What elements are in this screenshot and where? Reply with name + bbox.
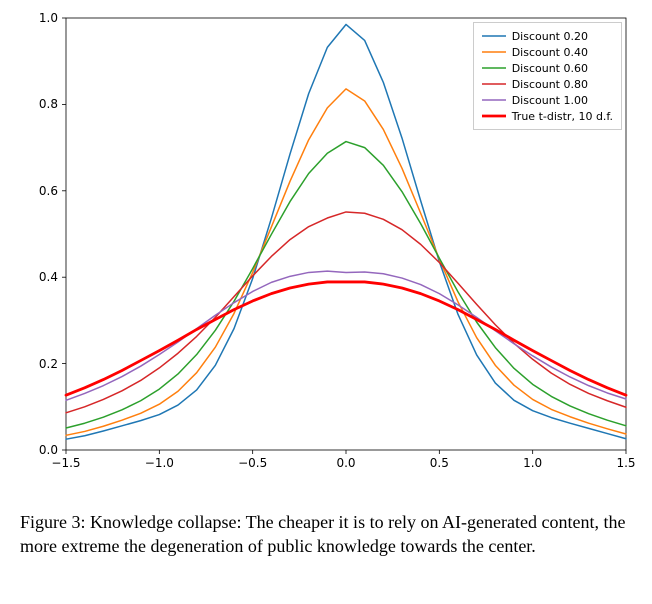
chart-area: Discount 0.20 Discount 0.40 Discount 0.60 D… [0, 0, 652, 500]
x-tick-label: 1.5 [616, 456, 635, 470]
legend-label: True t-distr, 10 d.f. [512, 110, 613, 123]
y-tick-label: 1.0 [32, 11, 58, 25]
legend-swatch [482, 46, 506, 58]
y-tick-label: 0.6 [32, 184, 58, 198]
legend-item: Discount 0.80 [482, 76, 613, 92]
legend-item: True t-distr, 10 d.f. [482, 108, 613, 124]
legend-swatch [482, 110, 506, 122]
x-tick-label: −1.5 [51, 456, 80, 470]
legend-swatch [482, 78, 506, 90]
legend-label: Discount 0.40 [512, 46, 588, 59]
legend-item: Discount 0.40 [482, 44, 613, 60]
legend-label: Discount 0.60 [512, 62, 588, 75]
x-tick-label: 0.5 [430, 456, 449, 470]
legend-swatch [482, 62, 506, 74]
x-tick-label: −0.5 [238, 456, 267, 470]
legend-item: Discount 0.60 [482, 60, 613, 76]
figure-caption: Figure 3: Knowledge collapse: The cheape… [20, 510, 632, 559]
legend-swatch [482, 94, 506, 106]
figure-container: Discount 0.20 Discount 0.40 Discount 0.60 D… [0, 0, 652, 604]
y-tick-label: 0.8 [32, 97, 58, 111]
x-tick-label: 0.0 [336, 456, 355, 470]
legend: Discount 0.20 Discount 0.40 Discount 0.60 D… [473, 22, 622, 130]
legend-item: Discount 1.00 [482, 92, 613, 108]
y-tick-label: 0.0 [32, 443, 58, 457]
legend-swatch [482, 30, 506, 42]
legend-label: Discount 0.20 [512, 30, 588, 43]
legend-label: Discount 0.80 [512, 78, 588, 91]
y-tick-label: 0.2 [32, 357, 58, 371]
legend-label: Discount 1.00 [512, 94, 588, 107]
legend-item: Discount 0.20 [482, 28, 613, 44]
x-tick-label: 1.0 [523, 456, 542, 470]
x-tick-label: −1.0 [145, 456, 174, 470]
y-tick-label: 0.4 [32, 270, 58, 284]
